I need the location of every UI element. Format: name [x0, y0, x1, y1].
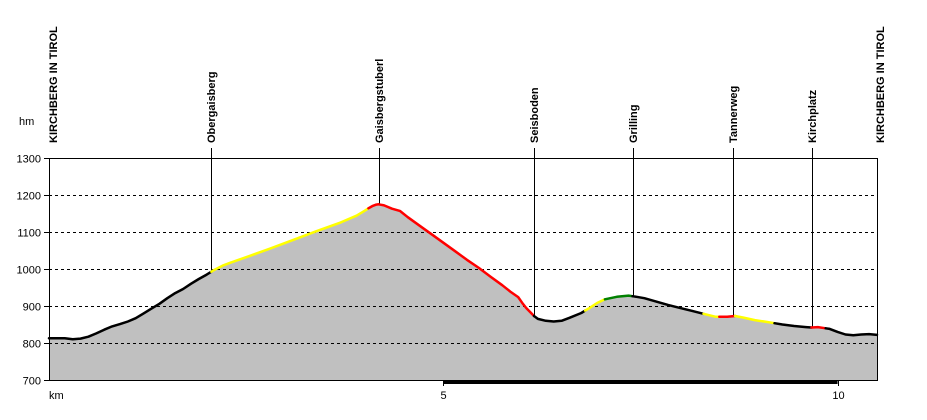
waypoint-label: Seisboden	[529, 87, 541, 143]
elevation-segment	[603, 294, 634, 301]
elevation-area	[49, 204, 877, 380]
elevation-segment	[583, 298, 607, 312]
waypoint-label: Obergaisberg	[206, 71, 218, 143]
x-tick-label: 10	[832, 390, 844, 402]
elevation-segment	[210, 207, 370, 273]
elevation-fill	[49, 204, 877, 380]
waypoint-label: Grilling	[628, 105, 640, 144]
y-axis-label: hm	[19, 116, 34, 128]
waypoint-label: KIRCHBERG IN TIROL	[48, 26, 60, 143]
elevation-line	[47, 203, 879, 341]
y-tick-label: 900	[23, 302, 41, 314]
axes: 700 800 900 1000 1100 1200 1300 5 10	[17, 154, 878, 402]
y-tick-label: 1200	[17, 191, 41, 203]
elevation-segment	[532, 309, 587, 323]
waypoint-label: Kirchplatz	[807, 89, 819, 143]
y-tick-label: 1000	[17, 265, 41, 277]
waypoint-label: Gaisbergstuberl	[374, 59, 386, 143]
elevation-segment	[702, 312, 721, 318]
elevation-segment	[367, 203, 536, 318]
y-tick-label: 1300	[17, 154, 41, 166]
y-tick-label: 700	[23, 376, 41, 388]
elevation-segment	[631, 294, 705, 316]
waypoint-markers: KIRCHBERG IN TIROL Obergaisberg Gaisbergst…	[48, 26, 887, 328]
waypoint-label: KIRCHBERG IN TIROL	[875, 26, 887, 143]
elevation-segment	[733, 314, 776, 325]
elevation-segment	[718, 314, 737, 318]
y-tick-label: 1100	[17, 228, 41, 240]
elevation-segment	[810, 325, 827, 330]
grid-lines	[49, 158, 877, 344]
x-axis-label: km	[49, 390, 64, 402]
waypoint-label: Tannerweg	[728, 86, 740, 143]
elevation-segment	[824, 327, 879, 337]
y-tick-label: 800	[23, 339, 41, 351]
x-tick-label: 5	[440, 390, 446, 402]
elevation-segment	[47, 270, 213, 341]
x-scale-bar	[443, 380, 838, 384]
axis-labels: hm km	[19, 116, 64, 402]
elevation-segment	[773, 321, 813, 329]
